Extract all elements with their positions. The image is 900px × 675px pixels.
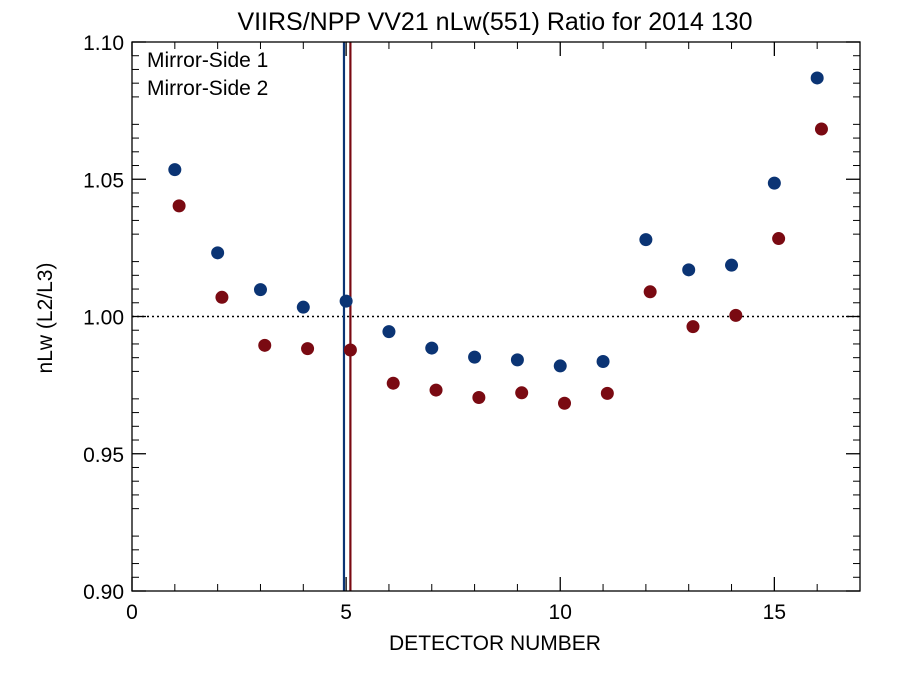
- mirror-side-1-point: [810, 71, 824, 85]
- mirror-side-2-point: [558, 396, 572, 410]
- mirror-side-2-point: [258, 338, 272, 352]
- x-tick-label: 10: [549, 601, 572, 624]
- data-points: [168, 71, 828, 410]
- mirror-side-2-point: [643, 285, 657, 299]
- mirror-side-1-point: [596, 355, 610, 369]
- mirror-side-1-point: [253, 283, 267, 297]
- mirror-side-1-point: [725, 258, 739, 272]
- y-tick-label: 0.95: [83, 444, 124, 467]
- chart-title: VIIRS/NPP VV21 nLw(551) Ratio for 2014 1…: [237, 8, 752, 36]
- x-tick-label: 15: [763, 601, 786, 624]
- mirror-side-1-point: [682, 263, 696, 277]
- axis-ticks: 0.90 0.95 1.00 1.05 1.10 0 5 10 15: [83, 32, 860, 624]
- x-tick-label: 5: [340, 601, 352, 624]
- mirror-side-1-point: [296, 300, 310, 314]
- mirror-side-2-point: [814, 122, 828, 136]
- y-tick-label: 0.90: [83, 581, 124, 604]
- legend-entry-mirror-side-1: Mirror-Side 1: [147, 49, 268, 72]
- mirror-side-2-point: [472, 390, 486, 404]
- mirror-side-2-point: [772, 232, 786, 246]
- mirror-side-1-point: [168, 163, 182, 177]
- y-tick-label: 1.05: [83, 169, 124, 192]
- mirror-side-1-point: [211, 246, 225, 260]
- y-tick-label: 1.10: [83, 32, 124, 55]
- mirror-side-2-point: [301, 342, 315, 356]
- mirror-side-1-point: [339, 294, 353, 308]
- mirror-side-1-point: [510, 353, 524, 367]
- x-axis-label: DETECTOR NUMBER: [389, 632, 601, 655]
- mirror-side-1-point: [425, 341, 439, 355]
- x-tick-label: 0: [126, 601, 138, 624]
- mirror-side-1-point: [468, 350, 482, 364]
- y-axis-label: nLw (L2/L3): [34, 263, 57, 374]
- mirror-side-2-point: [172, 199, 186, 213]
- mirror-side-2-point: [215, 290, 229, 304]
- legend-entry-mirror-side-2: Mirror-Side 2: [147, 77, 268, 100]
- mirror-side-2-point: [343, 343, 357, 357]
- mirror-side-1-point: [553, 359, 567, 373]
- reference-lines: [132, 42, 860, 591]
- mirror-side-1-point: [639, 233, 653, 247]
- mirror-side-2-point: [386, 376, 400, 390]
- y-tick-label: 1.00: [83, 307, 124, 330]
- plot-frame: [131, 41, 861, 592]
- mirror-side-2-point: [515, 386, 529, 400]
- mirror-side-2-point: [729, 308, 743, 322]
- mirror-side-1-point: [767, 176, 781, 190]
- mirror-side-1-point: [382, 325, 396, 339]
- mirror-side-2-point: [429, 383, 443, 397]
- mirror-side-2-point: [600, 386, 614, 400]
- mirror-side-2-point: [686, 320, 700, 334]
